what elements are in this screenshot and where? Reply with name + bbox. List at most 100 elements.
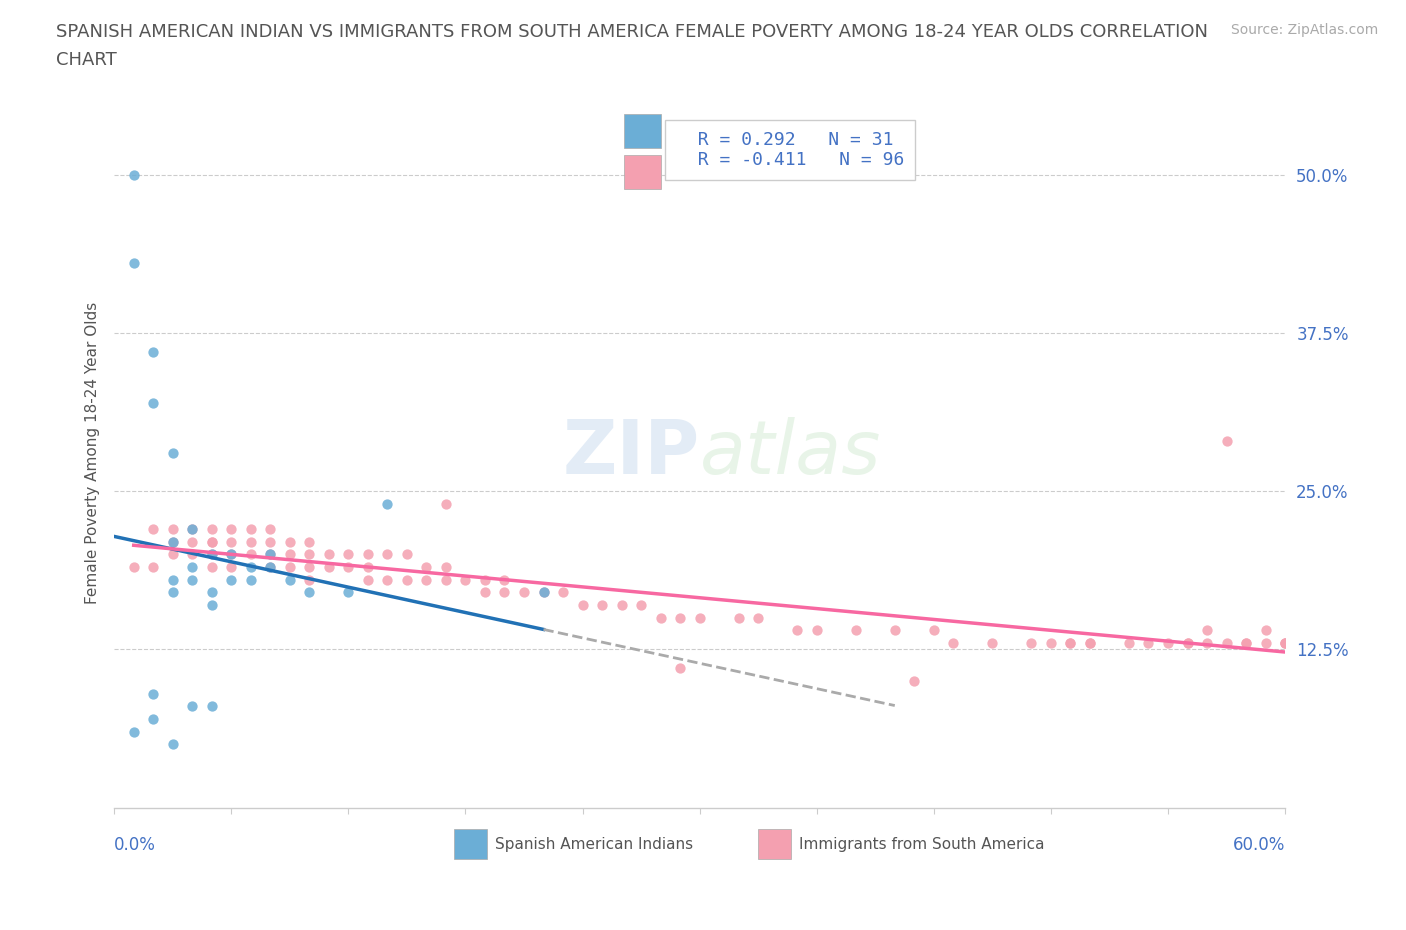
- Point: [942, 635, 965, 650]
- Point: [513, 585, 536, 600]
- Point: [434, 572, 457, 587]
- Point: [201, 560, 224, 575]
- Point: [337, 547, 360, 562]
- Point: [454, 572, 477, 587]
- Point: [1177, 635, 1199, 650]
- Point: [162, 522, 184, 537]
- Point: [219, 572, 242, 587]
- Text: 60.0%: 60.0%: [1233, 836, 1285, 854]
- Point: [298, 572, 321, 587]
- Point: [219, 522, 242, 537]
- Point: [142, 711, 165, 726]
- Point: [201, 535, 224, 550]
- Point: [239, 522, 262, 537]
- Point: [591, 598, 613, 613]
- Point: [981, 635, 1004, 650]
- Point: [1195, 623, 1218, 638]
- Point: [669, 661, 692, 676]
- Point: [377, 497, 399, 512]
- Point: [395, 572, 418, 587]
- Point: [1137, 635, 1160, 650]
- Point: [337, 560, 360, 575]
- Point: [239, 572, 262, 587]
- Point: [377, 572, 399, 587]
- Point: [298, 585, 321, 600]
- Point: [1078, 635, 1101, 650]
- Point: [1234, 635, 1257, 650]
- Point: [318, 560, 340, 575]
- Point: [162, 547, 184, 562]
- Point: [142, 560, 165, 575]
- Y-axis label: Female Poverty Among 18-24 Year Olds: Female Poverty Among 18-24 Year Olds: [86, 302, 100, 604]
- Point: [181, 522, 204, 537]
- Point: [259, 547, 281, 562]
- Point: [201, 522, 224, 537]
- Point: [1254, 635, 1277, 650]
- Point: [434, 497, 457, 512]
- Point: [298, 560, 321, 575]
- Point: [142, 344, 165, 359]
- Point: [610, 598, 633, 613]
- Point: [181, 699, 204, 714]
- Point: [278, 560, 301, 575]
- Point: [494, 585, 516, 600]
- Point: [122, 256, 145, 271]
- Point: [1274, 635, 1296, 650]
- Point: [1215, 433, 1237, 448]
- FancyBboxPatch shape: [623, 154, 661, 189]
- Point: [357, 547, 380, 562]
- Point: [278, 535, 301, 550]
- Point: [337, 585, 360, 600]
- Point: [494, 572, 516, 587]
- Point: [533, 585, 555, 600]
- Point: [201, 585, 224, 600]
- Point: [474, 572, 496, 587]
- Point: [571, 598, 593, 613]
- Point: [278, 547, 301, 562]
- Point: [142, 686, 165, 701]
- Point: [219, 547, 242, 562]
- Point: [922, 623, 945, 638]
- Point: [786, 623, 808, 638]
- Point: [1059, 635, 1081, 650]
- Point: [239, 560, 262, 575]
- Point: [1274, 635, 1296, 650]
- Point: [689, 610, 711, 625]
- Point: [201, 547, 224, 562]
- Point: [201, 598, 224, 613]
- Point: [162, 445, 184, 460]
- Point: [201, 535, 224, 550]
- FancyBboxPatch shape: [623, 114, 661, 148]
- Text: Immigrants from South America: Immigrants from South America: [799, 837, 1045, 852]
- Point: [1021, 635, 1043, 650]
- Point: [1157, 635, 1180, 650]
- FancyBboxPatch shape: [758, 829, 792, 858]
- Point: [1234, 635, 1257, 650]
- Point: [162, 535, 184, 550]
- Point: [142, 522, 165, 537]
- Point: [162, 572, 184, 587]
- Point: [415, 572, 437, 587]
- Point: [201, 699, 224, 714]
- Point: [239, 547, 262, 562]
- Point: [278, 572, 301, 587]
- Point: [806, 623, 828, 638]
- Point: [845, 623, 868, 638]
- Point: [181, 522, 204, 537]
- Point: [1274, 635, 1296, 650]
- Point: [1118, 635, 1140, 650]
- Point: [357, 572, 380, 587]
- Point: [883, 623, 905, 638]
- Point: [395, 547, 418, 562]
- Point: [650, 610, 672, 625]
- Point: [298, 547, 321, 562]
- Point: [434, 560, 457, 575]
- Point: [122, 167, 145, 182]
- Point: [259, 560, 281, 575]
- Point: [1078, 635, 1101, 650]
- Text: 0.0%: 0.0%: [114, 836, 156, 854]
- Point: [122, 560, 145, 575]
- Text: Spanish American Indians: Spanish American Indians: [495, 837, 693, 852]
- Point: [162, 535, 184, 550]
- Point: [1195, 635, 1218, 650]
